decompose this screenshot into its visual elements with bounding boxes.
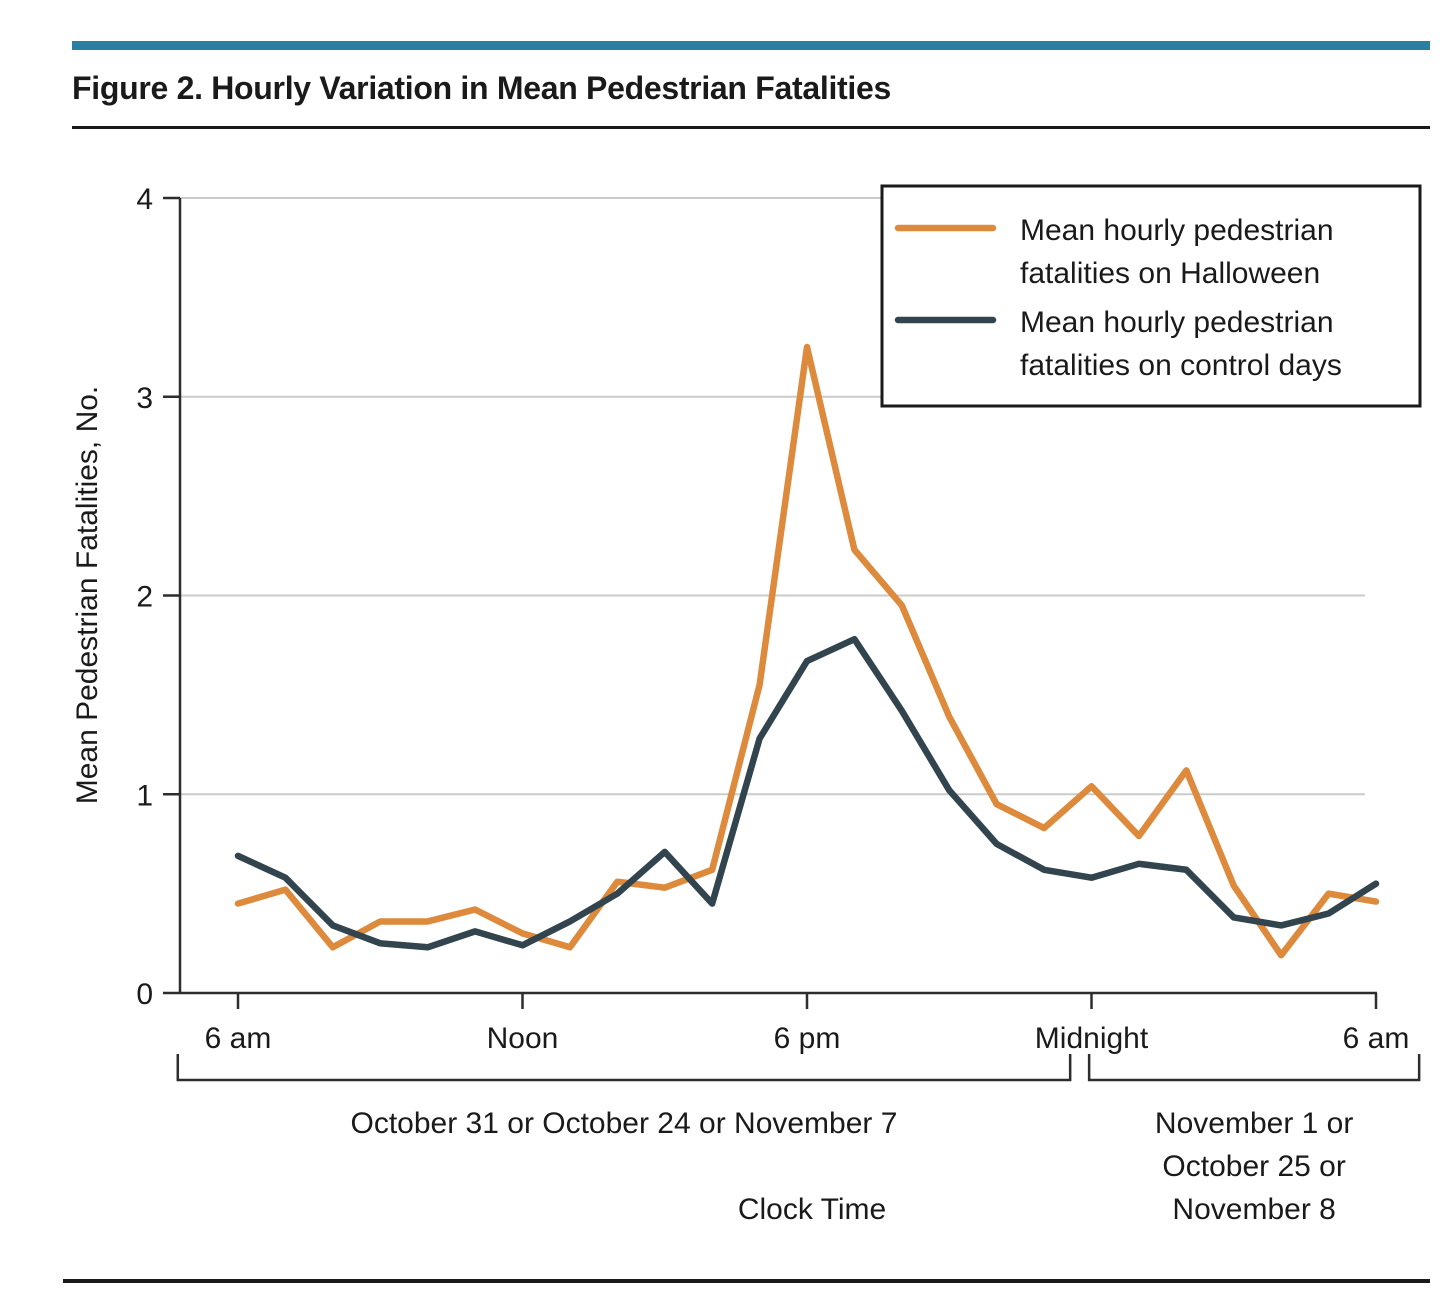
bracket-label: October 25 or (1162, 1150, 1345, 1183)
accent-bar (72, 41, 1430, 50)
legend-label: fatalities on Halloween (1020, 257, 1320, 290)
y-tick-label: 3 (136, 382, 153, 415)
legend-label: fatalities on control days (1020, 349, 1342, 382)
period-bracket (176, 1054, 1072, 1082)
period-bracket (1087, 1054, 1421, 1082)
legend-label: Mean hourly pedestrian (1020, 306, 1334, 339)
series-halloween-line (234, 343, 1380, 959)
bracket-label: October 31 or October 24 or November 7 (351, 1107, 898, 1140)
x-axis-label: Clock Time (738, 1193, 886, 1226)
bracket-label: November 8 (1172, 1193, 1335, 1226)
bottom-rule (63, 1279, 1430, 1283)
series-control-line (234, 635, 1380, 951)
y-tick-label: 2 (136, 581, 153, 614)
y-tick-label: 1 (136, 779, 153, 812)
y-axis-label: Mean Pedestrian Fatalities, No. (71, 386, 104, 805)
legend-label: Mean hourly pedestrian (1020, 214, 1334, 247)
title-divider (72, 126, 1430, 129)
x-tick-label: 6 am (205, 1022, 272, 1055)
x-tick-label: Noon (487, 1022, 559, 1055)
figure-title: Figure 2. Hourly Variation in Mean Pedes… (72, 70, 891, 106)
y-tick-label: 4 (136, 183, 153, 216)
bracket-label: November 1 or (1155, 1107, 1353, 1140)
y-tick-label: 0 (136, 978, 153, 1011)
x-tick-label: Midnight (1035, 1022, 1149, 1055)
x-tick-label: 6 pm (774, 1022, 841, 1055)
x-tick-label: 6 am (1343, 1022, 1410, 1055)
legend-box (880, 184, 1422, 408)
